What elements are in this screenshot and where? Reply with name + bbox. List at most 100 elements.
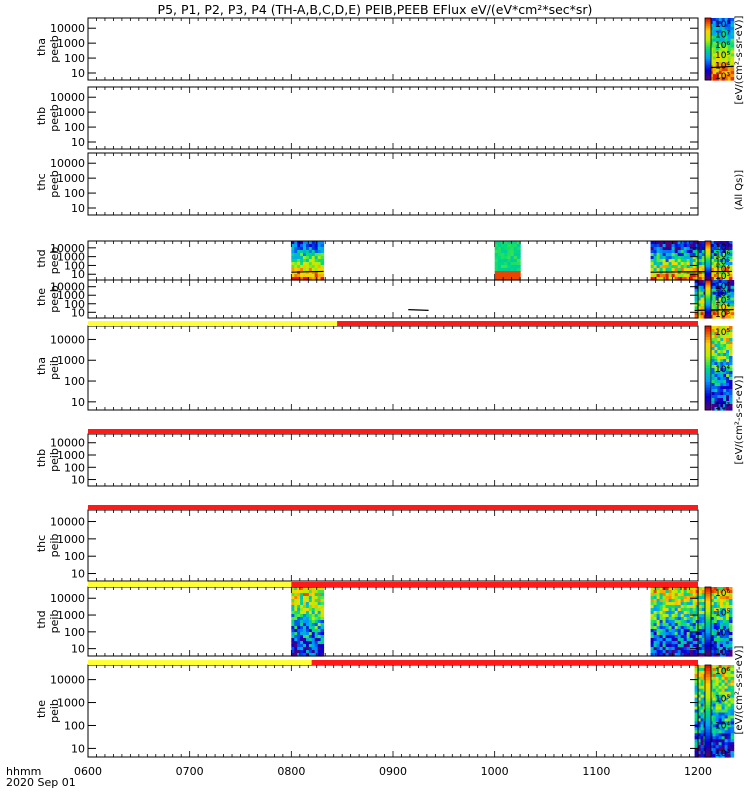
colorbar-cell [705, 247, 711, 250]
spectrogram-cell [701, 653, 706, 657]
colorbar-cell [705, 396, 711, 400]
spectrogram-cell [720, 389, 724, 393]
spectrogram-cell [665, 638, 670, 642]
spectrogram-cell [659, 617, 664, 621]
spectrogram-cell [721, 700, 726, 705]
spectrogram-cell [715, 309, 720, 313]
spectrogram-cell [715, 751, 720, 755]
spectrogram-cell [724, 77, 729, 81]
spectrogram-cell [730, 685, 735, 690]
spectrogram-cell [727, 56, 732, 60]
spectrogram-cell [671, 250, 676, 254]
spectrogram-cell [306, 638, 310, 642]
spectrogram-cell [698, 641, 703, 645]
spectrogram-cell [711, 380, 716, 384]
spectrogram-cell [721, 77, 726, 81]
spectrogram-cell [294, 244, 298, 248]
spectrogram-cell [308, 587, 313, 591]
spectrogram-cell [306, 635, 310, 639]
colorbar-cell [705, 326, 711, 330]
spectrogram-cell [653, 638, 658, 642]
spectrogram-cell [729, 365, 733, 369]
colorbar-tick-label: 10⁵ [715, 694, 730, 704]
spectrogram-cell [308, 614, 313, 618]
spectrogram-cell [697, 727, 702, 731]
spectrogram-cell [683, 253, 688, 257]
spectrogram-cell [727, 41, 732, 46]
spectrogram-cell [711, 371, 716, 375]
colorbar-cell [705, 67, 711, 71]
spectrogram-cell [698, 274, 703, 278]
spectrogram-cell [311, 611, 316, 615]
spectrogram-cell [709, 32, 714, 37]
colorbar-cell [705, 379, 711, 383]
spectrogram-cell [724, 703, 729, 708]
spectrogram-cell [718, 688, 723, 693]
spectrogram-cell [668, 611, 673, 615]
spectrogram-cell [730, 727, 735, 731]
spectrogram-cell [317, 590, 322, 594]
spectrogram-cell [710, 256, 715, 260]
spectrogram-cell [712, 665, 717, 669]
spectrogram-cell [653, 647, 658, 651]
spacecraft-potential-line [709, 65, 734, 69]
spectrogram-cell [653, 590, 658, 594]
spectrogram-cell [727, 280, 732, 284]
colorbar-cell [705, 296, 711, 299]
spectrogram-cell [297, 247, 301, 251]
spectrogram-cell [718, 68, 723, 72]
spectrogram-cell [700, 670, 705, 675]
spectrogram-cell [718, 697, 723, 702]
spectrogram-cell [683, 611, 688, 615]
spectrogram-cell [659, 244, 664, 248]
spectrogram-cell [730, 29, 735, 34]
spectrogram-cell [722, 244, 727, 248]
spectrogram-cell [311, 632, 316, 636]
spectrogram-cell [320, 608, 325, 612]
spectrogram-cell [507, 265, 512, 269]
spectrogram-cell [671, 268, 676, 272]
spectrogram-cell [700, 709, 705, 714]
mode-bar-red [291, 582, 698, 587]
spectrogram-cell [694, 315, 699, 319]
spectrogram-cell [730, 665, 735, 669]
spectrogram-cell [300, 268, 304, 272]
spectrogram-cell [677, 262, 682, 266]
colorbar-cell [705, 71, 711, 75]
spectrogram-cell [692, 623, 697, 627]
spectrogram-cell [725, 262, 730, 266]
spectrogram-cell [721, 32, 726, 37]
spectrogram-cell [718, 670, 723, 675]
spectrogram-cell [656, 629, 661, 633]
colorbar-cell [705, 704, 711, 709]
colorbar-cell [705, 589, 711, 593]
spectrogram-cell [689, 635, 694, 639]
spectrogram-cell [697, 685, 702, 690]
spectrogram-cell [713, 274, 718, 278]
y-tick-label: 100 [64, 298, 85, 311]
spectrogram-cell [314, 641, 319, 645]
spectrogram-cell [724, 282, 729, 287]
spectrogram-cell [314, 602, 319, 606]
spectrogram-cell [724, 691, 729, 696]
spectrogram-cell [716, 653, 721, 657]
colorbar-cell [705, 614, 711, 618]
colorbar-cell [705, 701, 711, 706]
colorbar-cell [705, 274, 711, 277]
spectrogram-cell [650, 587, 655, 591]
spectrogram-cell [665, 253, 670, 257]
colorbar-cell [705, 252, 711, 255]
spectrogram-cell [723, 335, 727, 339]
spectrogram-cell [719, 650, 724, 654]
spectrogram-cell [714, 398, 718, 402]
spectrogram-cell [716, 650, 721, 654]
spectrogram-cell [719, 620, 724, 624]
spectrogram-cell [713, 596, 718, 600]
spectrogram-cell [712, 694, 717, 699]
spectrogram-cell [700, 730, 705, 734]
spectrogram-cell [713, 590, 718, 594]
y-tick-label: 100 [64, 259, 85, 272]
spectrogram-cell [291, 614, 295, 618]
spectrogram-cell [311, 256, 316, 260]
spectrogram-cell [306, 253, 310, 257]
